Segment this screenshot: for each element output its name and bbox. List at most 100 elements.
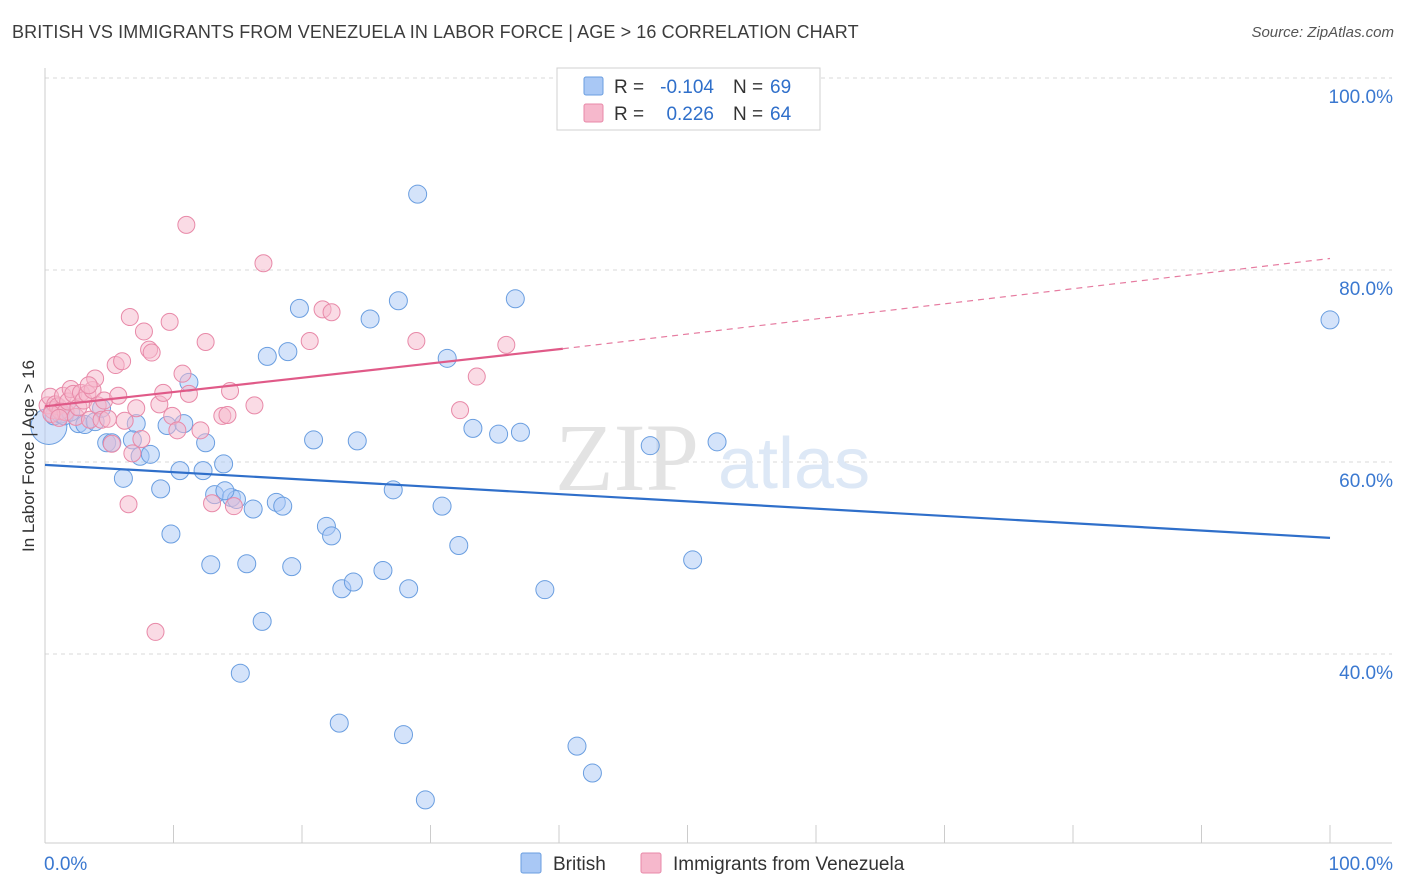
british-point <box>567 736 587 756</box>
axes <box>44 68 1392 844</box>
british-point <box>237 554 257 574</box>
venezuela-point <box>79 376 98 395</box>
watermark-atlas: atlas <box>718 424 870 504</box>
x-tick-label: 100.0% <box>1329 854 1394 875</box>
british-point <box>582 763 602 783</box>
venezuela-point <box>407 332 426 351</box>
british-point <box>273 496 293 516</box>
source-label: Source: ZipAtlas.com <box>1251 24 1394 41</box>
venezuela-point <box>142 343 161 362</box>
venezuela-point <box>179 384 198 403</box>
british-point <box>322 526 342 546</box>
y-tick-label: 100.0% <box>1329 87 1394 108</box>
british-point <box>489 424 509 444</box>
british-point <box>151 479 171 499</box>
chart-title: BRITISH VS IMMIGRANTS FROM VENEZUELA IN … <box>12 22 859 42</box>
venezuela-trend-line <box>44 347 563 408</box>
legend-label-british: British <box>553 854 606 875</box>
british-point <box>394 725 414 745</box>
british-point <box>201 555 221 575</box>
british-point <box>282 557 302 577</box>
british-point <box>388 291 408 311</box>
british-point <box>415 790 435 810</box>
british-point <box>432 496 452 516</box>
venezuela-point <box>196 333 215 351</box>
tick-labels: 100.0% 80.0% 60.0% 40.0% 0.0% 100.0% <box>44 87 1393 875</box>
venezuela-points <box>38 215 516 641</box>
british-point <box>329 713 349 733</box>
venezuela-point <box>245 396 264 415</box>
venezuela-point <box>322 303 341 322</box>
venezuela-point <box>113 352 132 371</box>
british-point <box>360 309 380 329</box>
british-point <box>510 422 530 442</box>
legend-r-label: R = <box>614 77 644 98</box>
venezuela-point <box>127 399 146 418</box>
legend-r-value-venezuela: 0.226 <box>666 104 714 125</box>
legend-swatch-venezuela <box>583 103 604 123</box>
legend-swatch-british <box>583 76 604 96</box>
legend-label-venezuela: Immigrants from Venezuela <box>673 854 905 875</box>
legend-n-value-venezuela: 64 <box>770 104 792 125</box>
legend-r-label: R = <box>614 104 644 125</box>
british-point <box>170 461 190 481</box>
legend-n-label: N = <box>733 104 763 125</box>
british-point <box>230 663 250 683</box>
british-point <box>437 348 457 368</box>
y-tick-label: 80.0% <box>1339 279 1393 300</box>
british-point <box>640 436 660 456</box>
x-tick-label: 0.0% <box>44 854 87 875</box>
trend-lines <box>44 257 1331 539</box>
british-point <box>683 550 703 570</box>
venezuela-point <box>254 254 273 273</box>
british-point <box>463 418 483 438</box>
legend-n-label: N = <box>733 77 763 98</box>
watermark: ZIP atlas <box>555 404 870 511</box>
venezuela-point <box>109 386 128 405</box>
british-point <box>161 524 181 544</box>
y-tick-label: 60.0% <box>1339 471 1393 492</box>
y-axis-label-group: In Labor Force | Age > 16 <box>19 360 38 552</box>
british-trend-line <box>44 463 1331 539</box>
venezuela-point <box>224 497 243 516</box>
venezuela-point <box>102 434 121 453</box>
venezuela-point <box>218 405 237 424</box>
legend-swatch-venezuela <box>640 852 662 874</box>
british-point <box>193 461 213 481</box>
venezuela-point <box>134 322 153 341</box>
legend-swatch-british <box>520 852 542 874</box>
venezuela-point <box>467 367 486 386</box>
british-point <box>278 342 298 362</box>
british-point <box>243 499 263 519</box>
british-point <box>505 289 525 309</box>
british-point <box>113 468 133 488</box>
british-point <box>257 346 277 366</box>
stats-legend: R = -0.104 N = 69 R = 0.226 N = 64 <box>556 67 821 131</box>
british-point <box>707 432 727 452</box>
venezuela-point <box>146 622 165 641</box>
venezuela-point <box>132 429 151 448</box>
british-point <box>343 572 363 592</box>
british-point <box>408 184 428 204</box>
british-points <box>30 184 1340 810</box>
british-point <box>304 430 324 450</box>
venezuela-point <box>50 408 69 427</box>
venezuela-point <box>177 215 196 234</box>
venezuela-trend-extension <box>562 257 1331 350</box>
series-legend: British Immigrants from Venezuela <box>520 852 905 875</box>
british-point <box>289 298 309 318</box>
venezuela-point <box>115 411 134 430</box>
y-tick-label: 40.0% <box>1339 663 1393 684</box>
y-axis-label: In Labor Force | Age > 16 <box>19 360 38 552</box>
venezuela-point <box>119 495 138 514</box>
venezuela-point <box>173 364 192 383</box>
legend-n-value-british: 69 <box>770 77 791 98</box>
venezuela-point <box>160 312 179 331</box>
british-point <box>215 481 235 501</box>
venezuela-point <box>451 401 470 420</box>
british-point <box>399 579 419 599</box>
venezuela-point <box>300 332 319 351</box>
legend-r-value-british: -0.104 <box>660 77 714 98</box>
british-point <box>1320 310 1340 330</box>
